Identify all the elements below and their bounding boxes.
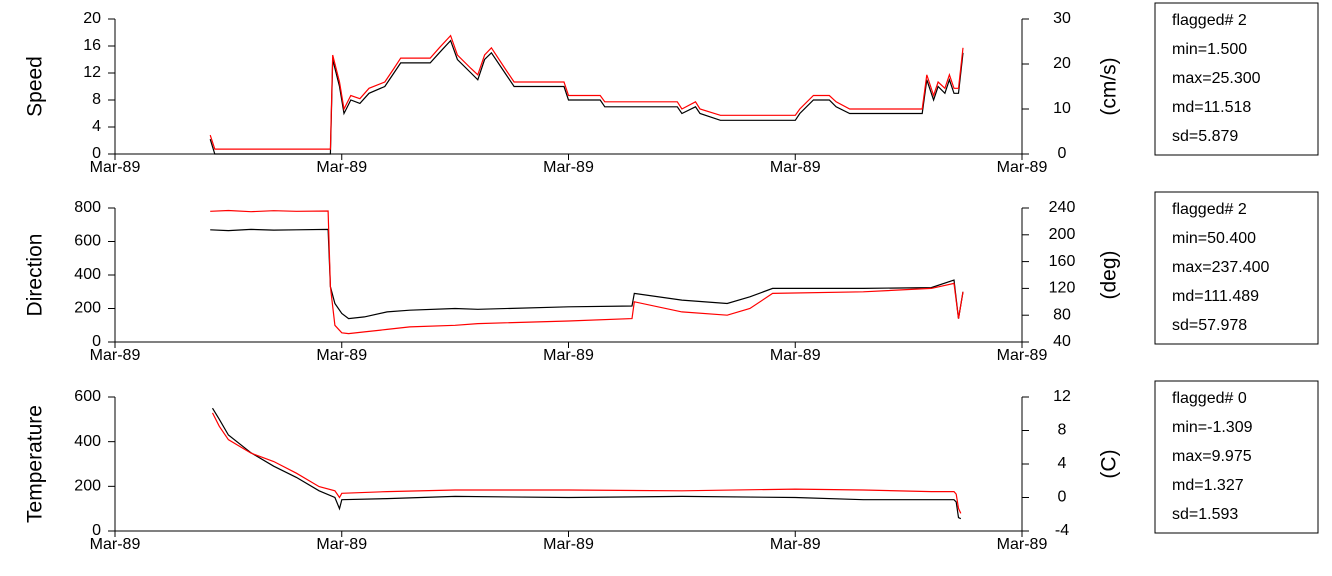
- stats-line: min=1.500: [1172, 41, 1247, 58]
- y-axis-title: Temperature: [24, 405, 47, 523]
- y-axis-title: Direction: [24, 234, 47, 317]
- x-tick-label: Mar-89: [316, 536, 367, 553]
- x-tick-label: Mar-89: [316, 159, 367, 176]
- x-tick-label: Mar-89: [543, 159, 594, 176]
- y2-axis-title: (deg): [1098, 250, 1121, 299]
- y2-tick-label: 0: [1058, 489, 1067, 506]
- y-tick-label: 200: [74, 478, 101, 495]
- x-tick-label: Mar-89: [997, 347, 1048, 364]
- series-line: [211, 412, 962, 514]
- stats-line: md=1.327: [1172, 477, 1244, 494]
- series-line: [209, 34, 964, 150]
- series-line: [210, 228, 964, 320]
- stats-line: max=9.975: [1172, 448, 1252, 465]
- x-tick-label: Mar-89: [997, 536, 1048, 553]
- y-tick-label: 0: [92, 145, 101, 162]
- stats-line: min=50.400: [1172, 230, 1256, 247]
- y2-tick-label: -4: [1055, 522, 1069, 539]
- y2-tick-label: 80: [1053, 306, 1071, 323]
- stats-line: sd=1.593: [1172, 506, 1238, 523]
- y2-tick-label: 0: [1058, 145, 1067, 162]
- stats-line: flagged# 2: [1172, 12, 1247, 29]
- stats-box: [1154, 380, 1319, 534]
- y-tick-label: 0: [92, 333, 101, 350]
- y2-tick-label: 20: [1053, 55, 1071, 72]
- y2-tick-label: 30: [1053, 10, 1071, 27]
- stats-line: min=-1.309: [1172, 419, 1253, 436]
- y-tick-label: 400: [74, 266, 101, 283]
- y-tick-label: 12: [83, 64, 101, 81]
- stats-line: sd=57.978: [1172, 317, 1247, 334]
- x-tick-label: Mar-89: [543, 536, 594, 553]
- y2-tick-label: 4: [1058, 455, 1067, 472]
- y2-tick-label: 40: [1053, 333, 1071, 350]
- stats-line: sd=5.879: [1172, 128, 1238, 145]
- y2-axis-title: (C): [1098, 449, 1121, 478]
- y-tick-label: 8: [92, 91, 101, 108]
- x-tick-label: Mar-89: [90, 159, 141, 176]
- y-axis-title: Speed: [24, 56, 47, 117]
- stats-line: md=11.518: [1172, 99, 1251, 116]
- x-tick-label: Mar-89: [770, 159, 821, 176]
- y-tick-label: 600: [74, 388, 101, 405]
- series-line: [211, 407, 962, 520]
- y2-tick-label: 240: [1049, 199, 1076, 216]
- y-tick-label: 200: [74, 300, 101, 317]
- x-tick-label: Mar-89: [770, 536, 821, 553]
- series-line: [210, 209, 964, 335]
- x-tick-label: Mar-89: [997, 159, 1048, 176]
- y2-tick-label: 160: [1049, 253, 1076, 270]
- y2-tick-label: 120: [1049, 280, 1076, 297]
- stats-box: [1154, 191, 1319, 345]
- y2-tick-label: 200: [1049, 226, 1076, 243]
- y-tick-label: 600: [74, 233, 101, 250]
- x-tick-label: Mar-89: [316, 347, 367, 364]
- stats-box: [1154, 2, 1319, 156]
- y-tick-label: 0: [92, 522, 101, 539]
- stats-line: max=237.400: [1172, 259, 1270, 276]
- y-tick-label: 20: [83, 10, 101, 27]
- stats-line: md=111.489: [1172, 288, 1259, 305]
- x-tick-label: Mar-89: [90, 536, 141, 553]
- stats-line: flagged# 2: [1172, 201, 1247, 218]
- y-tick-label: 400: [74, 433, 101, 450]
- x-tick-label: Mar-89: [90, 347, 141, 364]
- series-line: [209, 39, 964, 155]
- stats-line: max=25.300: [1172, 70, 1261, 87]
- y2-tick-label: 8: [1058, 422, 1067, 439]
- y-tick-label: 4: [92, 118, 101, 135]
- x-tick-label: Mar-89: [543, 347, 594, 364]
- y2-tick-label: 12: [1053, 388, 1071, 405]
- y-tick-label: 16: [83, 37, 101, 54]
- y2-axis-title: (cm/s): [1098, 57, 1121, 115]
- stats-line: flagged# 0: [1172, 390, 1247, 407]
- y-tick-label: 800: [74, 199, 101, 216]
- y2-tick-label: 10: [1053, 100, 1071, 117]
- x-tick-label: Mar-89: [770, 347, 821, 364]
